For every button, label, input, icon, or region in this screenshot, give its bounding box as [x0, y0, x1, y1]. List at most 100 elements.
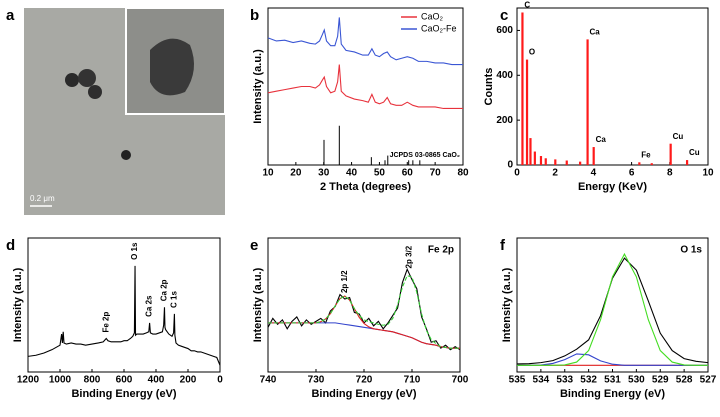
x-tick-label: 8: [667, 168, 673, 179]
x-tick-label: 0: [217, 375, 223, 386]
x-axis-label: Energy (KeV): [578, 181, 647, 193]
peak-annotation: 2p 3/2: [405, 245, 414, 268]
series-line: [268, 274, 460, 349]
x-tick-label: 40: [346, 168, 358, 179]
peak-label: C: [524, 1, 530, 10]
particle: [78, 69, 96, 87]
peak-annotation: 2p 1/2: [340, 270, 349, 293]
x-axis-label: 2 Theta (degrees): [320, 181, 411, 193]
x-tick-label: 10: [702, 168, 714, 179]
x-tick-label: 70: [430, 168, 442, 179]
x-tick-label: 530: [628, 375, 645, 386]
y-axis-label: Counts: [483, 68, 495, 106]
x-tick-label: 529: [652, 375, 669, 386]
spectrum-peak: [544, 158, 547, 165]
legend-label: CaO₂-Fe: [421, 23, 457, 33]
spectrum-peak: [533, 151, 536, 165]
x-tick-label: 20: [290, 168, 302, 179]
x-tick-label: 535: [509, 375, 526, 386]
spectrum-peak: [586, 39, 589, 165]
particle: [121, 150, 131, 160]
panel-label: b: [250, 7, 259, 24]
series-line: [267, 267, 461, 351]
x-tick-label: 710: [404, 375, 421, 386]
peak-label: Fe: [641, 150, 651, 159]
panel-title: Fe 2p: [428, 245, 454, 256]
series-line: [517, 252, 708, 366]
x-tick-label: 1200: [17, 375, 40, 386]
plot-frame: [516, 7, 709, 166]
x-tick-label: 528: [676, 375, 693, 386]
peak-label: Cu: [689, 148, 700, 157]
panel-e: e 740 730 720 710 700 Binding Energy (eV) Inten…: [250, 237, 469, 400]
peak-label: Ca: [596, 135, 607, 144]
x-axis-label: Binding Energy (eV): [71, 388, 176, 400]
panel-label: d: [6, 237, 15, 254]
spectrum-peak: [579, 161, 582, 165]
x-tick-label: 80: [457, 168, 469, 179]
x-tick-label: 730: [308, 375, 325, 386]
peak-annotation: Ca 2p: [160, 279, 169, 301]
spectrum-peak: [685, 160, 689, 165]
panel-b: b 10 20 30 40 50 60 70 80 2 Theta (degrees) Intens…: [250, 7, 469, 193]
spectrum-peak: [539, 156, 543, 165]
spectrum-peak: [529, 138, 532, 165]
peak-annotation: O 1s: [130, 242, 139, 260]
x-tick-label: 0: [514, 168, 520, 179]
peak-label: Cu: [673, 132, 684, 141]
x-tick-label: 30: [318, 168, 330, 179]
spectrum-peak: [525, 59, 529, 166]
series-line: [267, 17, 463, 66]
series-line: [517, 353, 708, 366]
spectrum-peak: [669, 143, 672, 165]
x-tick-label: 527: [700, 375, 717, 386]
panel-label: f: [500, 237, 506, 254]
x-axis-label: Binding Energy (eV): [560, 388, 665, 400]
series-line: [267, 64, 463, 110]
peak-label: Ca: [589, 28, 600, 37]
x-tick-label: 6: [629, 168, 635, 179]
x-tick-label: 531: [604, 375, 621, 386]
y-axis-label: Intensity (a.u.): [252, 49, 264, 124]
y-tick-label: 600: [496, 25, 513, 36]
particle: [65, 73, 79, 87]
x-tick-label: 10: [262, 168, 274, 179]
inset-particle: [150, 38, 194, 96]
y-tick-label: 0: [507, 160, 513, 171]
series-line: [516, 257, 709, 365]
x-tick-label: 400: [148, 375, 165, 386]
spectrum-peak: [521, 12, 524, 165]
plot-frame: [516, 237, 709, 373]
x-tick-label: 720: [356, 375, 373, 386]
x-tick-label: 534: [533, 375, 550, 386]
x-tick-label: 1000: [49, 375, 72, 386]
peak-annotation: Ca 2s: [145, 295, 154, 317]
scale-bar-label: 0.2 μm: [30, 194, 55, 203]
panel-title: O 1s: [680, 245, 702, 256]
spectrum-peak: [650, 163, 653, 165]
spectrum-peak: [638, 162, 641, 165]
panel-f: f 535 534 533 532 531 530 529 528 527 Binding Ener…: [500, 237, 717, 400]
panel-label: a: [6, 7, 15, 24]
tem-image: 0.2 μm a: [6, 7, 226, 215]
spectrum-peak: [554, 159, 557, 165]
particle: [88, 85, 102, 99]
x-tick-label: 533: [556, 375, 573, 386]
reference-label: JCPDS 03-0865 CaO₂: [390, 152, 460, 159]
plot-frame: [27, 237, 221, 373]
peak-label: O: [529, 48, 535, 57]
panel-label: e: [250, 237, 258, 254]
y-axis-label: Intensity (a.u.): [12, 267, 24, 342]
x-tick-label: 700: [452, 375, 469, 386]
x-tick-label: 800: [84, 375, 101, 386]
legend-label: CaO₂: [421, 11, 444, 21]
plot-frame: [267, 7, 464, 166]
panel-c: c 0 2 4 6 8 10 0 200 400 600 Energy (KeV) Counts C O Ca…: [483, 1, 714, 193]
series-line: [27, 265, 221, 366]
spectrum-peak: [592, 147, 595, 165]
peak-annotation: C 1s: [170, 290, 179, 307]
panel-d: d 1200 1000 800 600 400 200 0 Binding Energy (eV…: [6, 237, 223, 400]
x-tick-label: 60: [402, 168, 414, 179]
x-axis-label: Binding Energy (eV): [311, 388, 416, 400]
